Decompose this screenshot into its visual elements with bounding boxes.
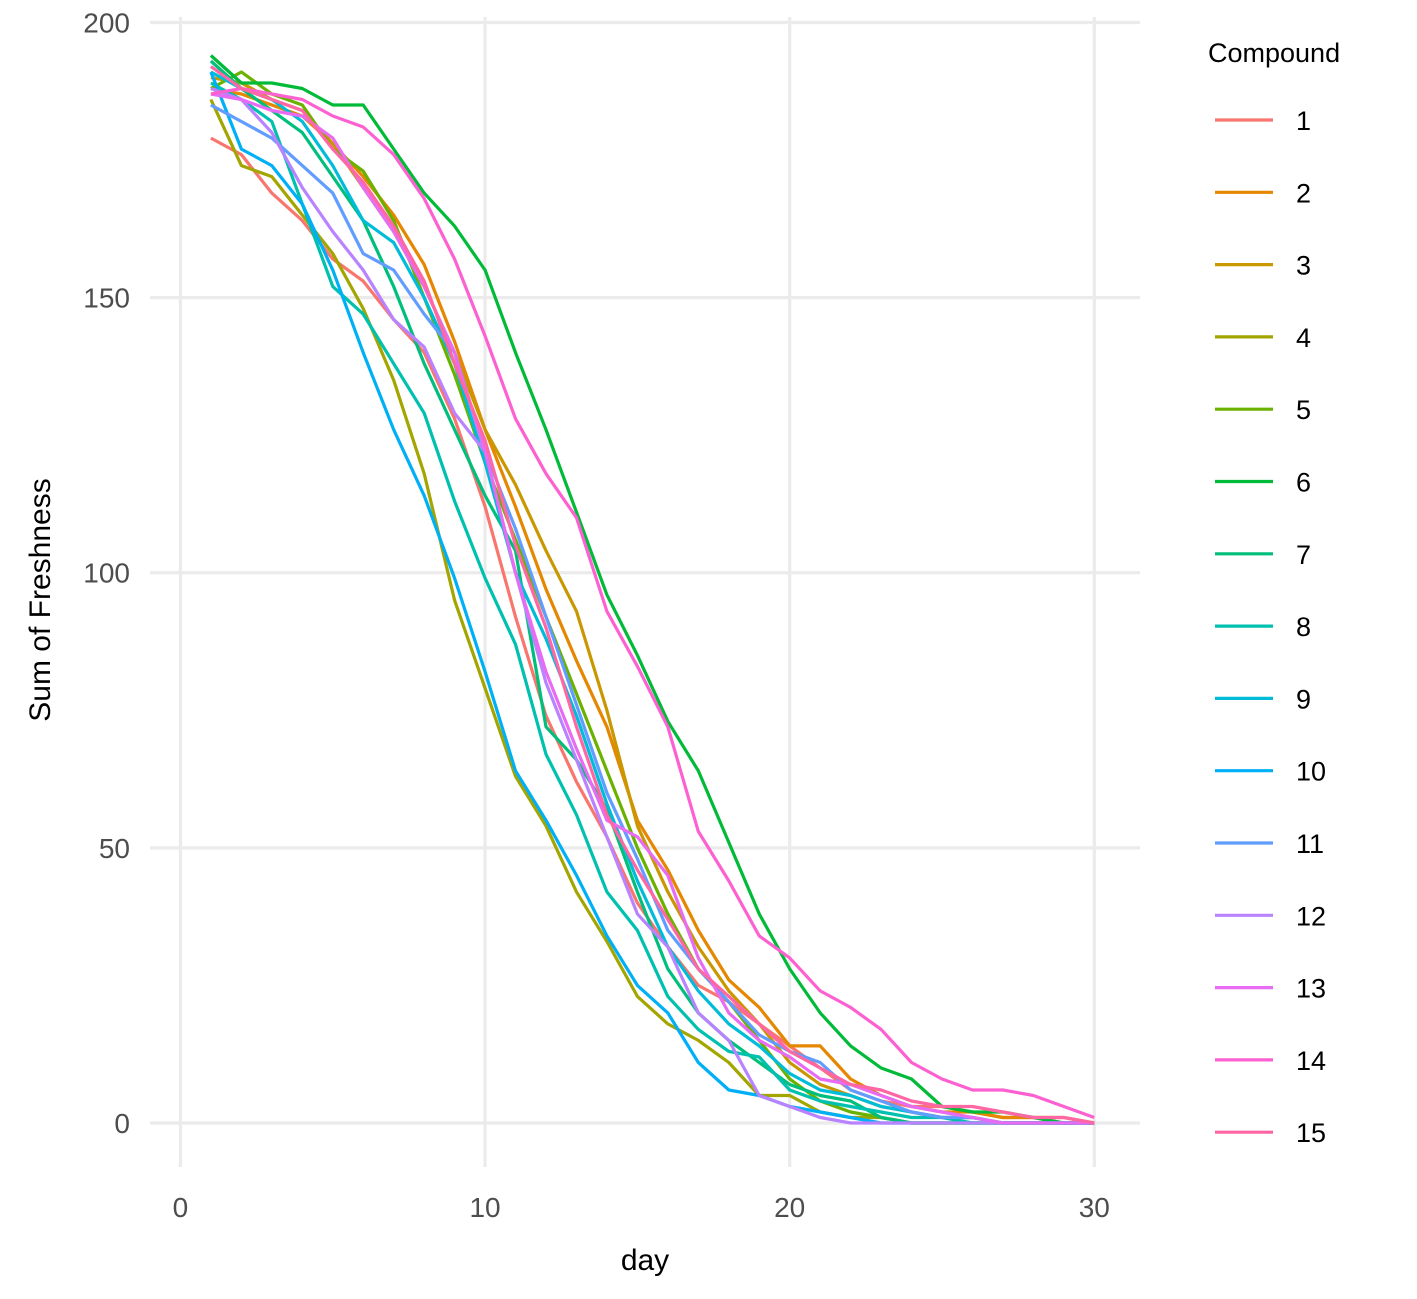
legend-item-13: 13 (1215, 974, 1326, 1004)
y-axis-tick-labels: 0 50 100 150 200 (83, 8, 130, 1139)
legend-label-12: 12 (1296, 901, 1326, 931)
legend-label-3: 3 (1296, 251, 1311, 281)
legend-item-14: 14 (1215, 1046, 1326, 1076)
series-line-4 (209, 98, 1095, 1125)
legend-item-9: 9 (1215, 684, 1311, 714)
legend-item-4: 4 (1215, 323, 1311, 353)
legend-item-10: 10 (1215, 757, 1326, 787)
legend-label-5: 5 (1296, 395, 1311, 425)
y-axis-title: Sum of Freshness (24, 478, 57, 721)
legend-item-6: 6 (1215, 468, 1311, 498)
legend-label-14: 14 (1296, 1046, 1326, 1076)
y-tick-label: 150 (83, 283, 130, 314)
x-tick-label: 30 (1079, 1192, 1110, 1223)
y-tick-label: 200 (83, 8, 130, 39)
legend-label-9: 9 (1296, 684, 1311, 714)
legend-label-8: 8 (1296, 612, 1311, 642)
y-tick-label: 100 (83, 558, 130, 589)
legend-label-15: 15 (1296, 1118, 1326, 1148)
series-line-8 (210, 81, 1095, 1125)
y-tick-label: 0 (114, 1108, 130, 1139)
legend-label-10: 10 (1296, 757, 1326, 787)
series-lines (209, 54, 1095, 1125)
legend-label-6: 6 (1296, 468, 1311, 498)
x-tick-label: 0 (173, 1192, 189, 1223)
legend-item-1: 1 (1215, 106, 1311, 136)
x-axis-tick-labels: 0 10 20 30 (173, 1192, 1110, 1223)
legend-item-15: 15 (1215, 1118, 1326, 1148)
legend-item-11: 11 (1215, 829, 1324, 859)
series-line-12 (210, 86, 1095, 1125)
legend-label-7: 7 (1296, 540, 1311, 570)
grid-lines (150, 17, 1140, 1167)
x-tick-label: 20 (774, 1192, 805, 1223)
legend-label-13: 13 (1296, 974, 1326, 1004)
legend-label-2: 2 (1296, 178, 1311, 208)
legend-item-7: 7 (1215, 540, 1311, 570)
series-line-1 (210, 136, 1095, 1125)
legend-label-1: 1 (1296, 106, 1311, 136)
legend-title: Compound (1208, 38, 1340, 68)
legend-item-12: 12 (1215, 901, 1326, 931)
series-line-11 (210, 103, 1095, 1125)
x-tick-label: 10 (469, 1192, 500, 1223)
legend-label-4: 4 (1296, 323, 1311, 353)
legend-item-8: 8 (1215, 612, 1311, 642)
series-line-13 (210, 92, 1095, 1125)
legend-item-3: 3 (1215, 251, 1311, 281)
y-tick-label: 50 (99, 833, 130, 864)
legend-item-2: 2 (1215, 178, 1311, 208)
series-line-14 (210, 86, 1095, 1120)
x-axis-title: day (621, 1244, 669, 1277)
legend-item-5: 5 (1215, 395, 1311, 425)
legend-label-11: 11 (1296, 829, 1324, 859)
series-line-15 (209, 65, 1095, 1125)
